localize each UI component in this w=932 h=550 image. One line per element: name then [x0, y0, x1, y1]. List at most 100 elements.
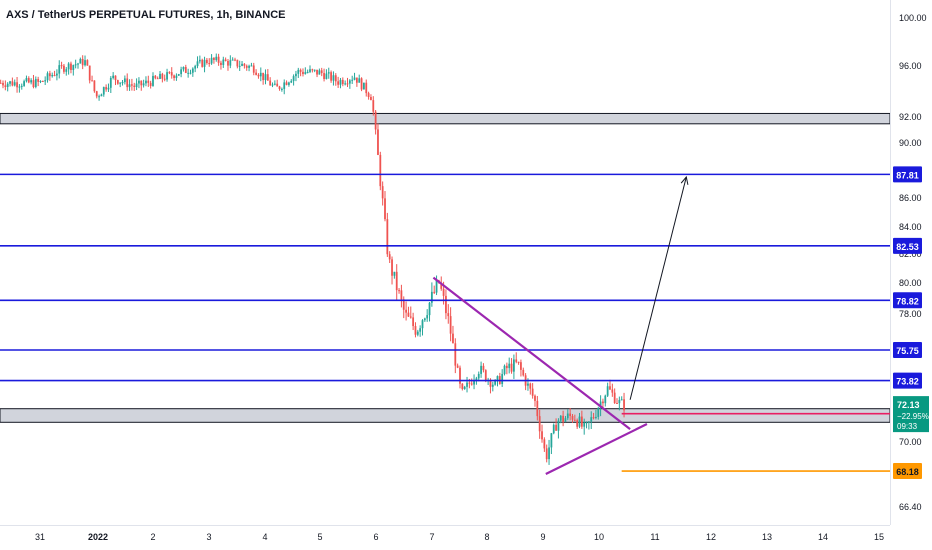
x-tick-label: 31 — [35, 532, 45, 542]
candle-body — [39, 81, 42, 83]
candle-body — [81, 58, 84, 66]
y-tick-label: 78.00 — [899, 309, 922, 319]
candle-body — [496, 376, 499, 381]
candle-body — [140, 80, 143, 86]
candle-body — [548, 447, 550, 460]
y-tick-label: 96.00 — [899, 61, 922, 71]
candle-body — [412, 317, 415, 327]
candle-body — [515, 359, 518, 362]
candle-body — [58, 65, 61, 74]
candle-body — [84, 60, 86, 66]
drawings-layer — [432, 175, 689, 475]
candle-body — [508, 363, 511, 369]
candle-body — [271, 84, 274, 86]
candle-body — [184, 67, 187, 73]
candle-body — [377, 129, 379, 155]
candle-body — [156, 78, 159, 80]
candle-body — [325, 73, 328, 80]
candle-body — [23, 81, 25, 86]
candle-body — [609, 386, 611, 390]
candle-body — [618, 399, 621, 404]
candle-body — [170, 72, 173, 76]
x-axis[interactable]: 31 2022 2 3 4 5 6 7 8 9 10 11 12 13 14 15 — [35, 532, 884, 542]
candle-body — [30, 80, 33, 83]
candle-body — [536, 400, 539, 417]
candle-body — [573, 419, 576, 421]
candle-body — [355, 77, 358, 83]
candle-body — [534, 395, 536, 401]
candle-body — [386, 219, 389, 255]
candle-body — [334, 75, 337, 82]
candle-body — [217, 56, 220, 63]
level-price-tag-bg — [893, 372, 922, 389]
candle-body — [538, 416, 541, 432]
candle-body — [302, 71, 304, 75]
y-tick-label: 90.00 — [899, 138, 922, 148]
candle-body — [407, 312, 410, 317]
candle-body — [435, 280, 438, 293]
candle-body — [388, 254, 391, 260]
candle-body — [367, 93, 370, 98]
candle-body — [473, 380, 475, 385]
candle-body — [370, 97, 372, 101]
candle-body — [398, 290, 400, 292]
candle-body — [72, 65, 75, 70]
chart-title: AXS / TetherUS PERPETUAL FUTURES, 1h, BI… — [6, 9, 286, 21]
candle-body — [494, 380, 497, 385]
candle-body — [477, 373, 480, 379]
candle-body — [552, 424, 555, 434]
candle-body — [278, 86, 281, 89]
candle-body — [299, 69, 302, 72]
projection-arrow-head — [680, 175, 689, 185]
current-price-box — [893, 396, 929, 433]
candle-body — [459, 367, 461, 384]
candle-body — [266, 74, 269, 81]
candle-body — [116, 80, 119, 84]
candle-body — [119, 82, 122, 84]
candle-body — [222, 59, 225, 65]
current-change-label: −22.95% — [897, 412, 929, 421]
candle-body — [102, 87, 105, 95]
candle-body — [543, 439, 546, 449]
candle-body — [505, 365, 508, 369]
candle-body — [304, 72, 307, 75]
candle-body — [227, 61, 229, 66]
x-tick-label: 15 — [874, 532, 884, 542]
candle-body — [283, 82, 286, 89]
candle-body — [545, 448, 548, 460]
candle-body — [34, 79, 37, 87]
candle-body — [114, 75, 117, 81]
candle-body — [6, 83, 9, 87]
candle-body — [130, 84, 133, 86]
support-resistance-zone — [0, 112, 891, 125]
candle-body — [189, 72, 192, 74]
candle-body — [250, 65, 253, 67]
candle-body — [210, 57, 213, 64]
candle-body — [273, 83, 276, 85]
triangle-lower-trendline — [545, 423, 648, 475]
candle-body — [440, 282, 443, 289]
candle-body — [159, 73, 161, 79]
candle-body — [295, 73, 297, 77]
candle-body — [313, 69, 316, 71]
candle-body — [2, 82, 4, 86]
candle-body — [205, 59, 208, 63]
candle-body — [384, 198, 386, 220]
candle-body — [98, 96, 100, 98]
level-price-tag: 82.53 — [896, 242, 919, 252]
candle-body — [77, 63, 79, 65]
countdown-label: 09:33 — [897, 422, 918, 431]
candle-body — [215, 56, 218, 60]
candle-body — [316, 69, 318, 75]
candle-body — [70, 63, 72, 70]
candle-body — [520, 362, 522, 370]
candle-body — [95, 91, 98, 97]
candle-body — [105, 87, 108, 90]
candle-body — [416, 331, 419, 335]
candle-body — [20, 85, 23, 87]
candle-body — [395, 271, 398, 291]
level-price-tag: 78.82 — [896, 296, 919, 306]
candle-body — [74, 64, 77, 66]
candle-body — [318, 70, 321, 75]
